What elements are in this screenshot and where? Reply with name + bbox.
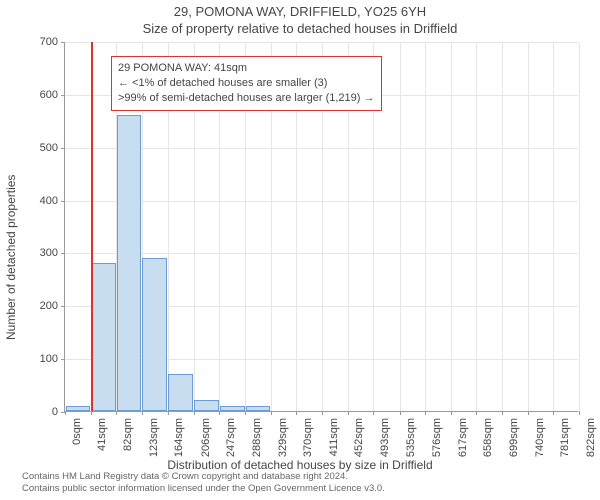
xtick-label: 493sqm: [379, 418, 391, 457]
ytick-mark: [61, 253, 65, 254]
xtick-mark: [322, 411, 323, 415]
xtick-mark: [553, 411, 554, 415]
xtick-mark: [579, 411, 580, 415]
xtick-mark: [348, 411, 349, 415]
xtick-mark: [502, 411, 503, 415]
xtick-mark: [425, 411, 426, 415]
xtick-label: 452sqm: [353, 418, 365, 457]
gridline-v: [579, 42, 580, 411]
xtick-mark: [168, 411, 169, 415]
page-title-1: 29, POMONA WAY, DRIFFIELD, YO25 6YH: [0, 0, 600, 19]
xtick-label: 617sqm: [457, 418, 469, 457]
xtick-label: 82sqm: [122, 418, 134, 451]
histogram-bar: [194, 400, 219, 411]
xtick-mark: [528, 411, 529, 415]
histogram-bar: [142, 258, 167, 411]
ytick-label: 700: [18, 36, 58, 48]
xtick-label: 411sqm: [328, 418, 340, 456]
xtick-label: 740sqm: [534, 418, 546, 457]
footer-line-2: Contains public sector information licen…: [22, 483, 385, 494]
xtick-mark: [91, 411, 92, 415]
marker-line: [91, 42, 93, 411]
plot-region: 29 POMONA WAY: 41sqm ← <1% of detached h…: [64, 42, 578, 412]
histogram-bar: [66, 406, 91, 411]
x-axis-label: Distribution of detached houses by size …: [0, 458, 600, 472]
ytick-mark: [61, 306, 65, 307]
info-line-3: >99% of semi-detached houses are larger …: [118, 91, 375, 106]
xtick-label: 576sqm: [431, 418, 443, 457]
xtick-label: 658sqm: [482, 418, 494, 457]
xtick-mark: [476, 411, 477, 415]
xtick-mark: [373, 411, 374, 415]
ytick-mark: [61, 42, 65, 43]
xtick-label: 0sqm: [71, 418, 83, 445]
histogram-bar: [91, 263, 116, 411]
xtick-label: 288sqm: [251, 418, 263, 457]
page-title-2: Size of property relative to detached ho…: [0, 19, 600, 36]
info-line-2: ← <1% of detached houses are smaller (3): [118, 76, 375, 91]
xtick-mark: [219, 411, 220, 415]
gridline-v: [528, 42, 529, 411]
xtick-label: 535sqm: [405, 418, 417, 457]
xtick-mark: [245, 411, 246, 415]
ytick-mark: [61, 359, 65, 360]
gridline-v: [553, 42, 554, 411]
xtick-mark: [65, 411, 66, 415]
xtick-label: 822sqm: [585, 418, 597, 457]
xtick-label: 41sqm: [96, 418, 108, 451]
info-line-1: 29 POMONA WAY: 41sqm: [118, 61, 375, 76]
gridline-v: [400, 42, 401, 411]
xtick-mark: [116, 411, 117, 415]
ytick-label: 0: [18, 406, 58, 418]
xtick-label: 370sqm: [302, 418, 314, 457]
xtick-mark: [296, 411, 297, 415]
footer-line-1: Contains HM Land Registry data © Crown c…: [22, 471, 385, 482]
xtick-label: 206sqm: [200, 418, 212, 457]
ytick-mark: [61, 95, 65, 96]
gridline-v: [502, 42, 503, 411]
ytick-label: 300: [18, 247, 58, 259]
attribution-footer: Contains HM Land Registry data © Crown c…: [22, 471, 385, 494]
ytick-label: 400: [18, 195, 58, 207]
ytick-label: 100: [18, 353, 58, 365]
histogram-bar: [220, 406, 245, 411]
y-axis-label: Number of detached properties: [4, 175, 18, 340]
gridline-v: [451, 42, 452, 411]
ytick-mark: [61, 201, 65, 202]
marker-info-box: 29 POMONA WAY: 41sqm ← <1% of detached h…: [111, 56, 382, 111]
ytick-mark: [61, 148, 65, 149]
ytick-label: 200: [18, 300, 58, 312]
xtick-mark: [194, 411, 195, 415]
xtick-mark: [451, 411, 452, 415]
ytick-label: 600: [18, 89, 58, 101]
histogram-bar: [117, 115, 142, 411]
xtick-label: 164sqm: [173, 418, 185, 457]
xtick-label: 781sqm: [559, 418, 571, 457]
histogram-bar: [246, 406, 271, 411]
xtick-label: 123sqm: [148, 418, 160, 457]
xtick-mark: [400, 411, 401, 415]
histogram-bar: [168, 374, 193, 411]
xtick-label: 329sqm: [277, 418, 289, 457]
ytick-label: 500: [18, 142, 58, 154]
gridline-v: [425, 42, 426, 411]
xtick-mark: [142, 411, 143, 415]
xtick-label: 247sqm: [225, 418, 237, 457]
gridline-v: [476, 42, 477, 411]
xtick-label: 699sqm: [508, 418, 520, 457]
chart-area: 29 POMONA WAY: 41sqm ← <1% of detached h…: [44, 42, 578, 412]
xtick-mark: [271, 411, 272, 415]
